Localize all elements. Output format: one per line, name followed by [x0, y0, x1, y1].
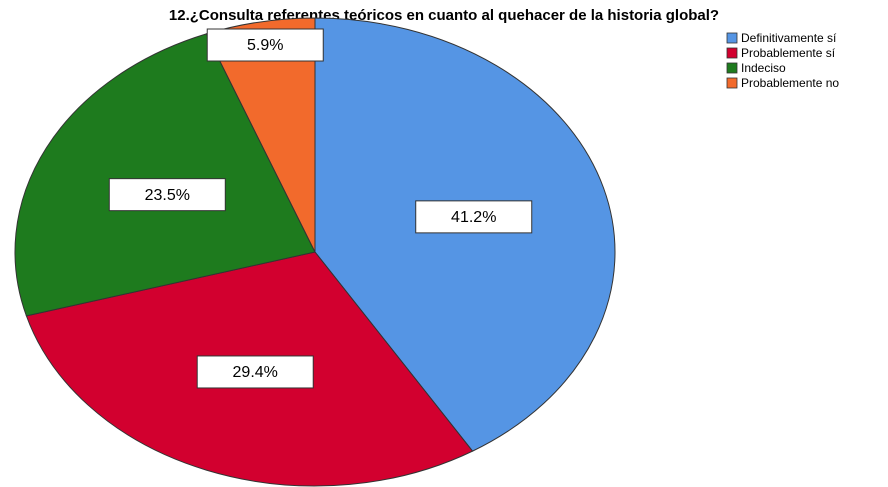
legend-swatch: [726, 32, 738, 44]
pie-slice: [205, 17, 316, 253]
chart-title: 12.¿Consulta referentes teóricos en cuan…: [169, 7, 719, 24]
label-box: [108, 178, 226, 212]
pie-slice: [314, 17, 616, 452]
pie-slice: [14, 33, 316, 317]
legend-swatch: [726, 62, 738, 74]
data-label: 23.5%: [145, 187, 190, 204]
label-box: [415, 200, 533, 234]
data-label: 41.2%: [451, 209, 496, 226]
legend-label: Probablemente no: [741, 76, 839, 90]
data-label: 29.4%: [233, 364, 278, 381]
data-label: 5.9%: [247, 37, 283, 54]
legend-swatch: [726, 77, 738, 89]
legend-label: Indeciso: [741, 61, 786, 75]
legend-label: Probablemente sí: [741, 46, 836, 60]
legend-swatch: [726, 47, 738, 59]
label-box: [196, 355, 314, 389]
label-box: [206, 28, 324, 62]
legend-label: Definitivamente sí: [741, 31, 837, 45]
